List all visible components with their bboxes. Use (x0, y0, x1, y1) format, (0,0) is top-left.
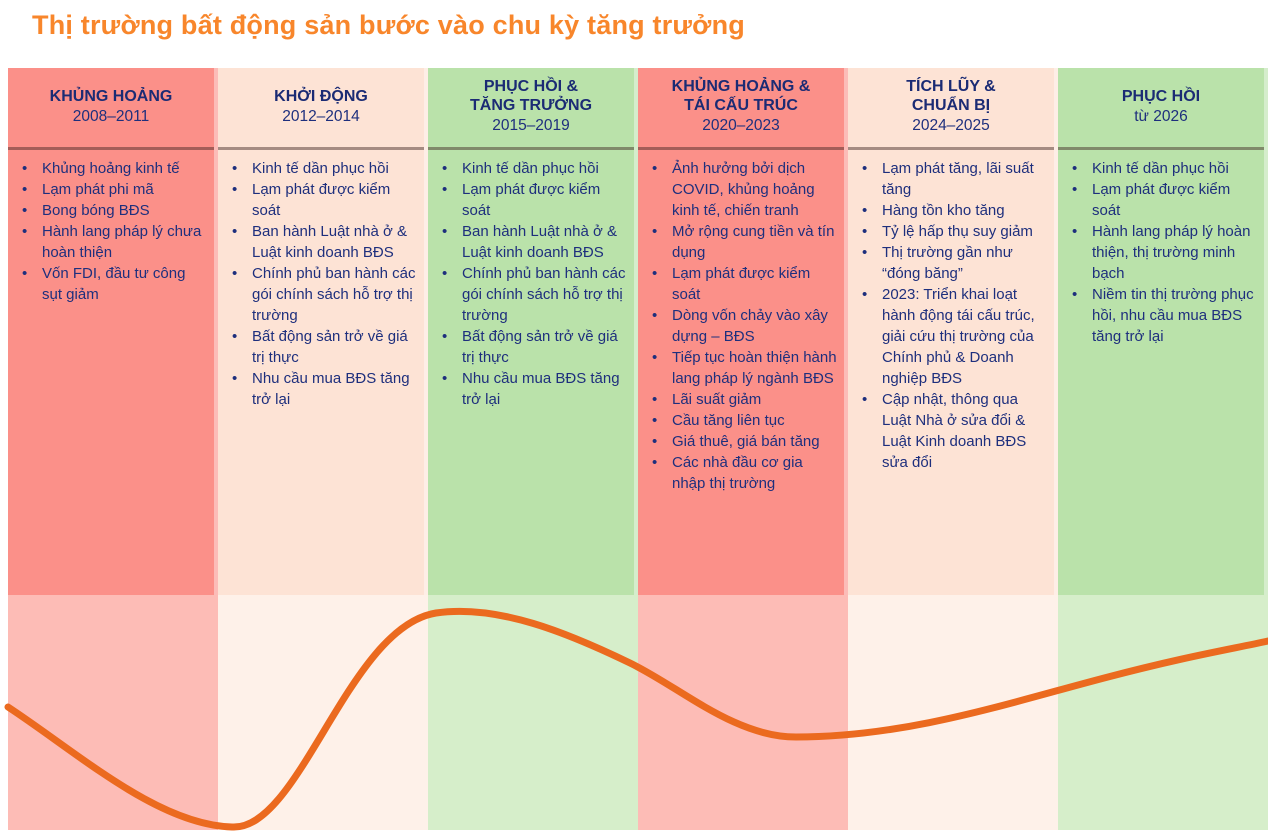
phase-header: PHỤC HỒI từ 2026 (1058, 68, 1264, 150)
phase-period: 2015–2019 (492, 117, 570, 134)
list-item: Ban hành Luật nhà ở & Luật kinh doanh BĐ… (230, 221, 418, 263)
phase-top: KHỞI ĐỘNG 2012–2014 Kinh tế dần phục hồi… (218, 68, 428, 595)
list-item: Giá thuê, giá bán tăng (650, 431, 838, 452)
phase-band (218, 595, 428, 830)
phase-band (428, 595, 638, 830)
list-item: Chính phủ ban hành các gói chính sách hỗ… (440, 263, 628, 326)
phase-header: KHỦNG HOẢNG 2008–2011 (8, 68, 214, 150)
list-item: Hành lang pháp lý hoàn thiện, thị trường… (1070, 221, 1258, 284)
list-item: Thị trường gần như “đóng băng” (860, 242, 1048, 284)
phase-header: TÍCH LŨY & CHUẨN BỊ 2024–2025 (848, 68, 1054, 150)
phase-body: Khủng hoảng kinh tếLạm phát phi mãBong b… (8, 150, 214, 595)
list-item: Bong bóng BĐS (20, 200, 208, 221)
phase-band (1058, 595, 1268, 830)
list-item: Lạm phát được kiểm soát (1070, 179, 1258, 221)
bullet-list: Lạm phát tăng, lãi suất tăngHàng tồn kho… (860, 158, 1048, 473)
phase-period: 2012–2014 (282, 107, 360, 125)
list-item: Lạm phát được kiểm soát (440, 179, 628, 221)
list-item: Nhu cầu mua BĐS tăng trở lại (230, 368, 418, 410)
phase-title: TÍCH LŨY & CHUẨN BỊ (906, 78, 996, 114)
list-item: Hàng tồn kho tăng (860, 200, 1048, 221)
list-item: Lạm phát tăng, lãi suất tăng (860, 158, 1048, 200)
phase-top: PHỤC HỒI từ 2026 Kinh tế dần phục hồiLạm… (1058, 68, 1268, 595)
phase-body: Kinh tế dần phục hồiLạm phát được kiểm s… (1058, 150, 1264, 595)
list-item: Lạm phát được kiểm soát (650, 263, 838, 305)
phase-period: 2008–2011 (72, 107, 150, 125)
list-item: Cập nhật, thông qua Luật Nhà ở sửa đổi &… (860, 389, 1048, 473)
phase-period: từ 2026 (1134, 107, 1188, 125)
list-item: Khủng hoảng kinh tế (20, 158, 208, 179)
phase-column-recovery-2015: PHỤC HỒI & TĂNG TRƯỞNG 2015–2019 Kinh tế… (428, 68, 638, 830)
list-item: Ban hành Luật nhà ở & Luật kinh doanh BĐ… (440, 221, 628, 263)
phase-column-recovery-2026: PHỤC HỒI từ 2026 Kinh tế dần phục hồiLạm… (1058, 68, 1268, 830)
phase-column-crisis-2020: KHỦNG HOẢNG & TÁI CẤU TRÚC 2020–2023 Ảnh… (638, 68, 848, 830)
phase-band (8, 595, 218, 830)
phase-header: KHỞI ĐỘNG 2012–2014 (218, 68, 424, 150)
phase-title: PHỤC HỒI (1121, 87, 1201, 105)
phase-column-crisis-2008: KHỦNG HOẢNG 2008–2011 Khủng hoảng kinh t… (8, 68, 218, 830)
list-item: Ảnh hưởng bởi dịch COVID, khủng hoảng ki… (650, 158, 838, 221)
list-item: Tỷ lệ hấp thụ suy giảm (860, 221, 1048, 242)
page-title: Thị trường bất động sản bước vào chu kỳ … (32, 10, 745, 40)
phase-period: 2024–2025 (912, 117, 990, 134)
bullet-list: Kinh tế dần phục hồiLạm phát được kiểm s… (1070, 158, 1258, 347)
list-item: Lạm phát phi mã (20, 179, 208, 200)
phase-header: KHỦNG HOẢNG & TÁI CẤU TRÚC 2020–2023 (638, 68, 844, 150)
phase-top: TÍCH LŨY & CHUẨN BỊ 2024–2025 Lạm phát t… (848, 68, 1058, 595)
list-item: Kinh tế dần phục hồi (440, 158, 628, 179)
list-item: Dòng vốn chảy vào xây dựng – BĐS (650, 305, 838, 347)
phase-body: Kinh tế dần phục hồiLạm phát được kiểm s… (218, 150, 424, 595)
phase-body: Kinh tế dần phục hồiLạm phát được kiểm s… (428, 150, 634, 595)
phase-top: PHỤC HỒI & TĂNG TRƯỞNG 2015–2019 Kinh tế… (428, 68, 638, 595)
list-item: Lạm phát được kiểm soát (230, 179, 418, 221)
list-item: Mở rộng cung tiền và tín dụng (650, 221, 838, 263)
phase-band (638, 595, 848, 830)
list-item: Cầu tăng liên tục (650, 410, 838, 431)
list-item: Vốn FDI, đầu tư công sụt giảm (20, 263, 208, 305)
list-item: Lãi suất giảm (650, 389, 838, 410)
phase-top: KHỦNG HOẢNG 2008–2011 Khủng hoảng kinh t… (8, 68, 218, 595)
bullet-list: Kinh tế dần phục hồiLạm phát được kiểm s… (230, 158, 418, 410)
phase-header: PHỤC HỒI & TĂNG TRƯỞNG 2015–2019 (428, 68, 634, 150)
bullet-list: Kinh tế dần phục hồiLạm phát được kiểm s… (440, 158, 628, 410)
list-item: Bất động sản trở về giá trị thực (230, 326, 418, 368)
phase-body: Lạm phát tăng, lãi suất tăngHàng tồn kho… (848, 150, 1054, 595)
phase-title: KHỦNG HOẢNG & TÁI CẤU TRÚC (671, 78, 811, 114)
list-item: Tiếp tục hoàn thiện hành lang pháp lý ng… (650, 347, 838, 389)
phase-title: KHỞI ĐỘNG (274, 87, 368, 105)
bullet-list: Khủng hoảng kinh tếLạm phát phi mãBong b… (20, 158, 208, 305)
list-item: Hành lang pháp lý chưa hoàn thiện (20, 221, 208, 263)
list-item: Niềm tin thị trường phục hồi, nhu cầu mu… (1070, 284, 1258, 347)
phase-band (848, 595, 1058, 830)
bullet-list: Ảnh hưởng bởi dịch COVID, khủng hoảng ki… (650, 158, 838, 494)
phase-title: KHỦNG HOẢNG (49, 87, 173, 105)
phase-column-accumulate-2024: TÍCH LŨY & CHUẨN BỊ 2024–2025 Lạm phát t… (848, 68, 1058, 830)
list-item: 2023: Triển khai loạt hành động tái cấu … (860, 284, 1048, 389)
phase-column-start-2012: KHỞI ĐỘNG 2012–2014 Kinh tế dần phục hồi… (218, 68, 428, 830)
market-cycle-table: KHỦNG HOẢNG 2008–2011 Khủng hoảng kinh t… (4, 68, 1268, 831)
list-item: Các nhà đầu cơ gia nhập thị trường (650, 452, 838, 494)
list-item: Bất động sản trở về giá trị thực (440, 326, 628, 368)
phase-title: PHỤC HỒI & TĂNG TRƯỞNG (469, 78, 593, 114)
list-item: Nhu cầu mua BĐS tăng trở lại (440, 368, 628, 410)
phase-body: Ảnh hưởng bởi dịch COVID, khủng hoảng ki… (638, 150, 844, 595)
list-item: Chính phủ ban hành các gói chính sách hỗ… (230, 263, 418, 326)
phase-period: 2020–2023 (702, 117, 780, 134)
phase-top: KHỦNG HOẢNG & TÁI CẤU TRÚC 2020–2023 Ảnh… (638, 68, 848, 595)
list-item: Kinh tế dần phục hồi (1070, 158, 1258, 179)
list-item: Kinh tế dần phục hồi (230, 158, 418, 179)
